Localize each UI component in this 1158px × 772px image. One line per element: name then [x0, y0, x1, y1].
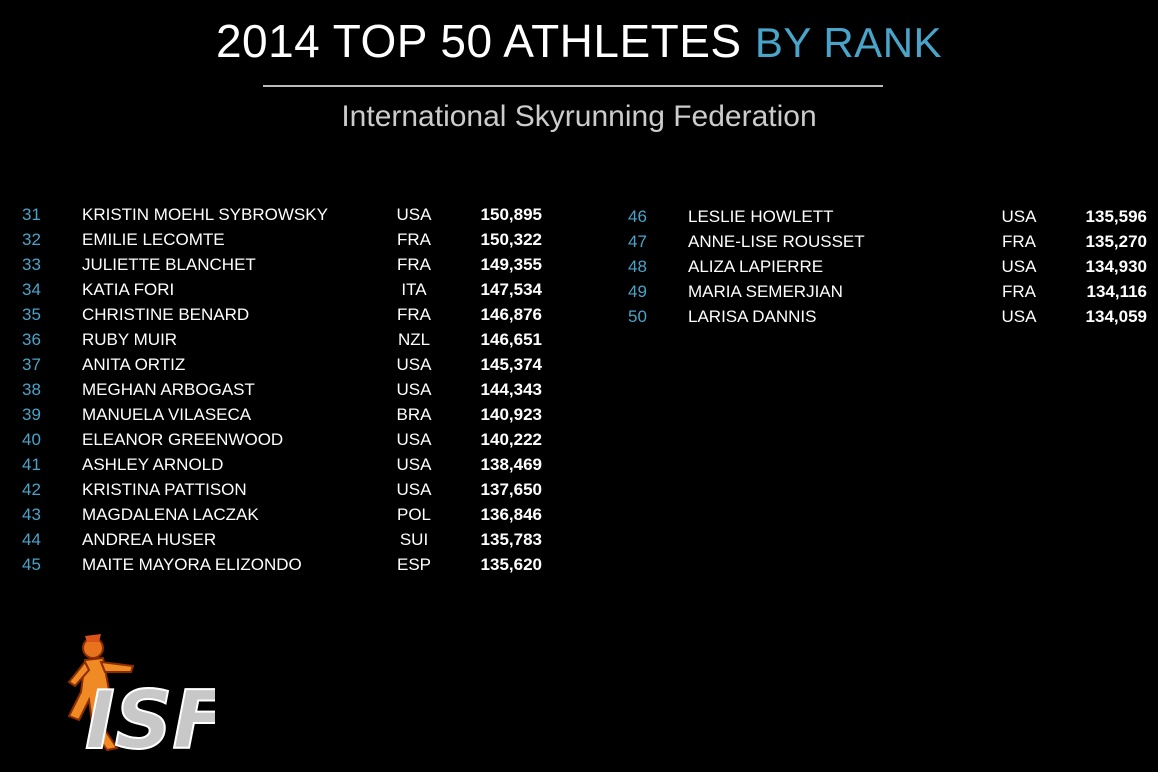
- athlete-name: KATIA FORI: [82, 280, 175, 299]
- athlete-name: ALIZA LAPIERRE: [688, 257, 824, 276]
- title-accent: BY RANK: [754, 19, 943, 66]
- rank: 50: [628, 307, 647, 326]
- country: FRA: [397, 255, 431, 274]
- points: 145,374: [480, 355, 542, 374]
- athlete-name: ANNE-LISE ROUSSET: [688, 232, 865, 251]
- title: 2014 TOP 50 ATHLETES BY RANK: [0, 14, 1158, 68]
- rank: 47: [628, 232, 647, 251]
- athlete-name: EMILIE LECOMTE: [82, 230, 225, 249]
- points: 135,596: [1085, 207, 1147, 226]
- logo-text: ISF: [85, 674, 215, 760]
- divider: [263, 85, 883, 87]
- country: SUI: [399, 530, 429, 549]
- rank: 33: [22, 255, 41, 274]
- points: 146,876: [480, 305, 542, 324]
- athlete-name: RUBY MUIR: [82, 330, 178, 349]
- points: 135,783: [480, 530, 542, 549]
- points: 150,322: [480, 230, 542, 249]
- points: 134,930: [1085, 257, 1147, 276]
- country: USA: [396, 455, 432, 474]
- points: 140,923: [480, 405, 542, 424]
- country: USA: [396, 380, 432, 399]
- points: 146,651: [480, 330, 542, 349]
- country: USA: [396, 205, 432, 224]
- rank: 39: [22, 405, 41, 424]
- athlete-name: ANDREA HUSER: [82, 530, 217, 549]
- title-main: 2014 TOP 50 ATHLETES: [215, 15, 742, 67]
- points: 134,059: [1085, 307, 1147, 326]
- country: USA: [1001, 307, 1037, 326]
- athlete-name: LESLIE HOWLETT: [688, 207, 834, 226]
- country: FRA: [397, 230, 431, 249]
- points: 140,222: [480, 430, 542, 449]
- points: 134,116: [1086, 282, 1147, 301]
- country: USA: [396, 480, 432, 499]
- runner: [67, 634, 135, 752]
- points: 138,469: [480, 455, 542, 474]
- rank: 48: [628, 257, 647, 276]
- country: USA: [396, 430, 432, 449]
- country: BRA: [396, 405, 432, 424]
- points: 150,895: [480, 205, 542, 224]
- points: 149,355: [480, 255, 542, 274]
- country: ESP: [396, 555, 432, 574]
- athlete-name: LARISA DANNIS: [688, 307, 817, 326]
- athlete-name: MAITE MAYORA ELIZONDO: [82, 555, 302, 574]
- points: 136,846: [480, 505, 542, 524]
- points: 137,650: [480, 480, 542, 499]
- rank: 35: [22, 305, 41, 324]
- country: USA: [1001, 207, 1037, 226]
- rank: 36: [22, 330, 41, 349]
- country: NZL: [397, 330, 431, 349]
- rank: 34: [22, 280, 41, 299]
- rank: 46: [628, 207, 647, 226]
- rank: 31: [22, 205, 41, 224]
- rank: 42: [22, 480, 41, 499]
- athlete-name: CHRISTINE BENARD: [82, 305, 250, 324]
- athlete-name: KRISTIN MOEHL SYBROWSKY: [82, 205, 328, 224]
- country: ITA: [401, 280, 427, 299]
- points: 144,343: [480, 380, 542, 399]
- points: 147,534: [480, 280, 542, 299]
- athlete-name: MARIA SEMERJIAN: [688, 282, 843, 301]
- athlete-name: ANITA ORTIZ: [82, 355, 186, 374]
- athlete-name: JULIETTE BLANCHET: [82, 255, 256, 274]
- athlete-name: ASHLEY ARNOLD: [82, 455, 224, 474]
- country: USA: [1001, 257, 1037, 276]
- rank: 44: [22, 530, 41, 549]
- points: 135,620: [480, 555, 542, 574]
- rank: 32: [22, 230, 41, 249]
- points: 135,270: [1085, 232, 1147, 251]
- rank: 49: [628, 282, 647, 301]
- rank: 45: [22, 555, 41, 574]
- country: FRA: [397, 305, 431, 324]
- athlete-name: MAGDALENA LACZAK: [82, 505, 259, 524]
- country: USA: [396, 355, 432, 374]
- athlete-name: MANUELA VILASECA: [82, 405, 252, 424]
- athlete-name: KRISTINA PATTISON: [82, 480, 247, 499]
- rank: 38: [22, 380, 41, 399]
- rank: 43: [22, 505, 41, 524]
- rank: 41: [22, 455, 41, 474]
- rank: 40: [22, 430, 41, 449]
- logo: ISF: [67, 634, 215, 760]
- country: POL: [396, 505, 432, 524]
- country: FRA: [1002, 282, 1036, 301]
- athlete-name: ELEANOR GREENWOOD: [82, 430, 284, 449]
- athlete-name: MEGHAN ARBOGAST: [82, 380, 255, 399]
- country: FRA: [1002, 232, 1036, 251]
- rank: 37: [22, 355, 41, 374]
- subtitle: International Skyrunning Federation: [341, 100, 817, 133]
